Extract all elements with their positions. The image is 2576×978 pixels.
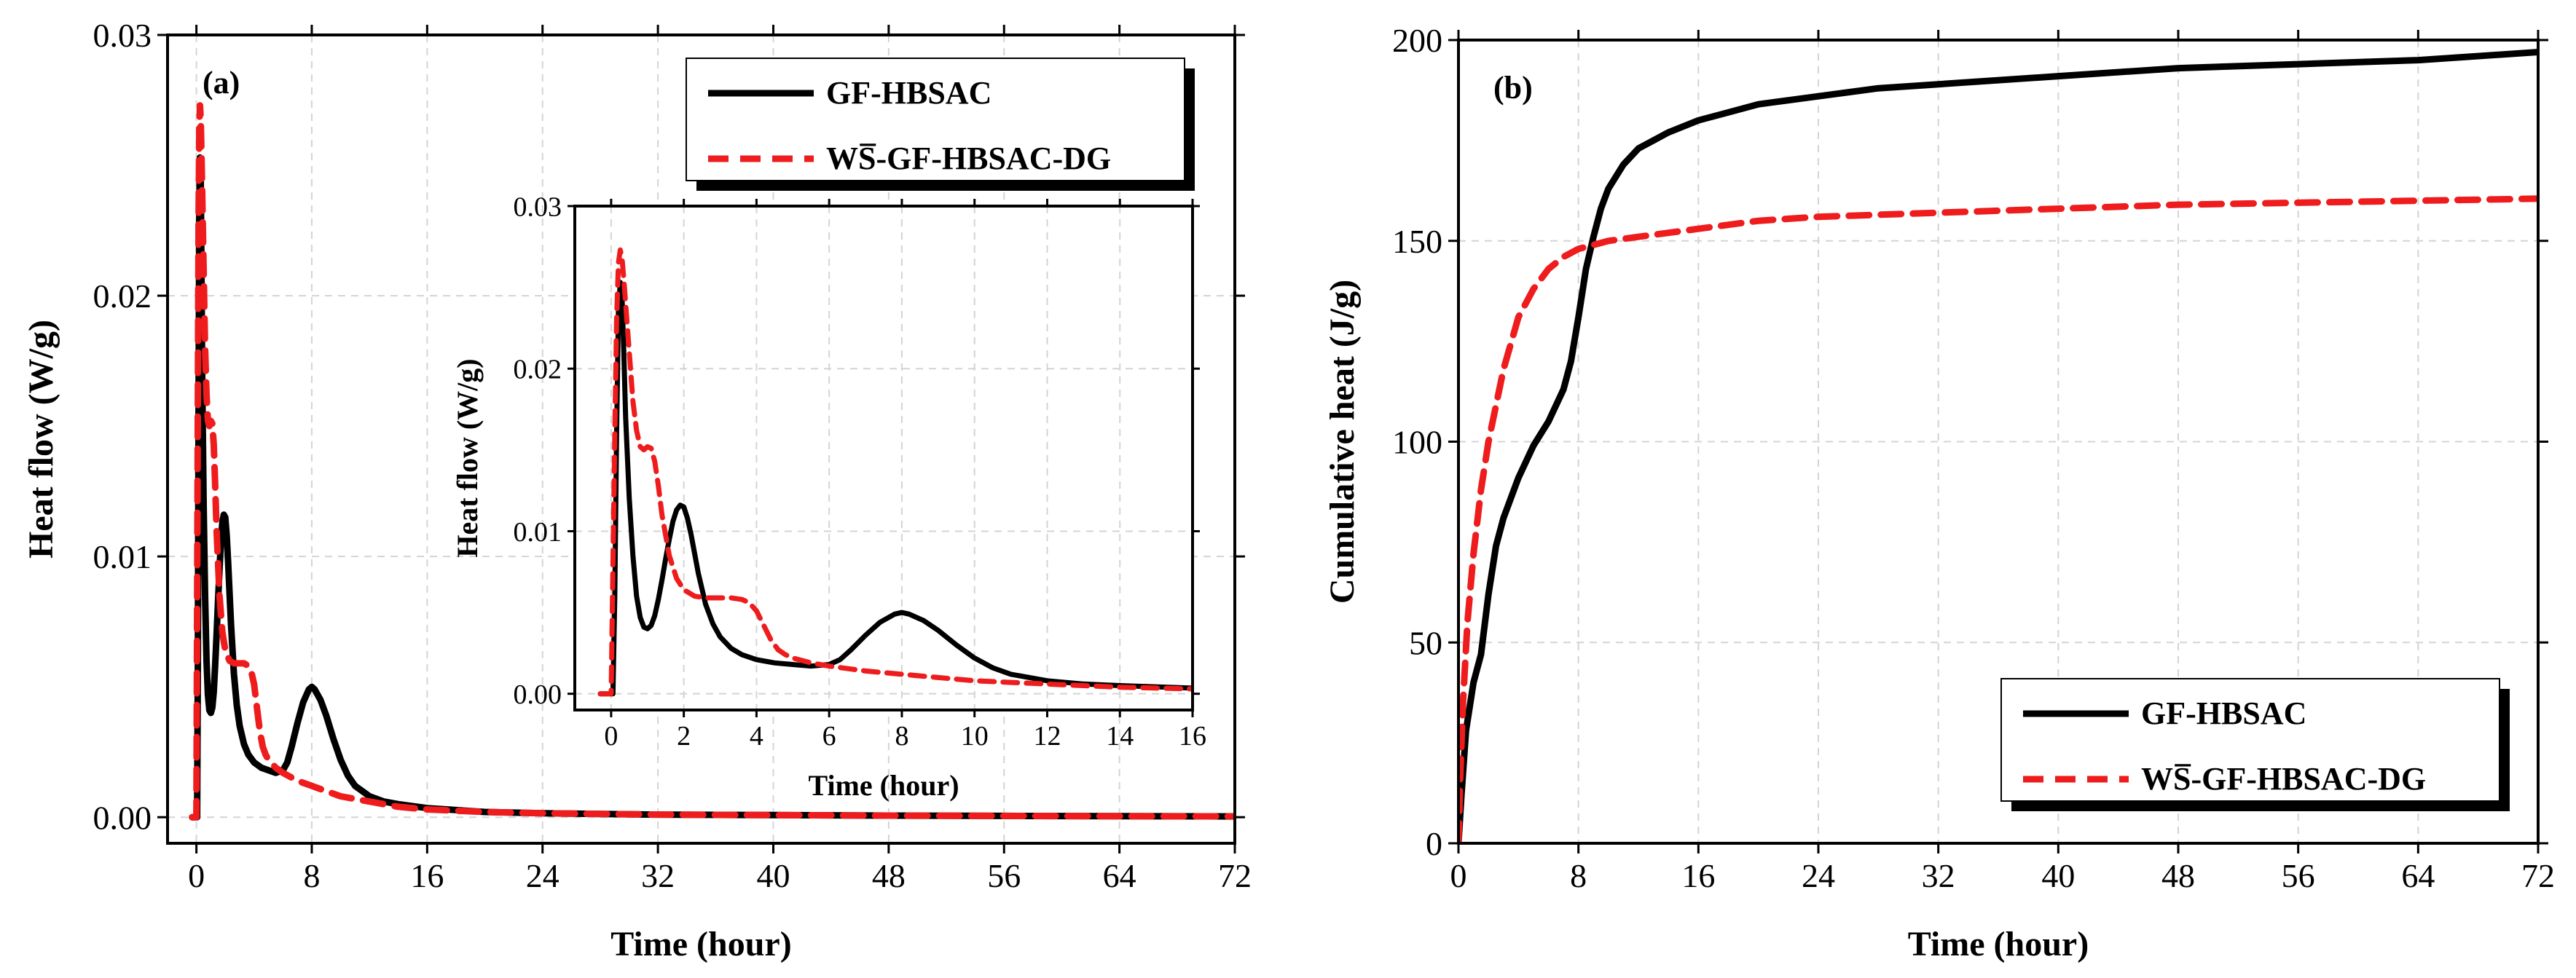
panel-a-series-ws-gf-hbsac-dg-line: [189, 102, 1235, 821]
inset-x-tick-label: 8: [895, 721, 908, 752]
inset-series-gf-hbsac-line: [597, 280, 1193, 697]
panel-b-x-tick-label: 64: [2401, 857, 2435, 894]
panel-a-x-tick-label: 40: [756, 857, 790, 894]
panel-b-x-tick-label: 24: [1802, 857, 1835, 894]
inset-x-axis-title: Time (hour): [808, 769, 959, 802]
panel-b-x-axis-title: Time (hour): [1908, 925, 2089, 963]
panel-b-legend-label-ws-gf-hbsac-dg: WS̅-GF-HBSAC-DG: [2141, 761, 2426, 797]
panel-a-series-gf-hbsac-line: [189, 154, 1235, 821]
inset-y-axis-title: Heat flow (W/g): [451, 358, 484, 557]
panel-a-inset-chart: 0 2 4 6 8 10 12 14 16 0.00 0.01 0.02 0.03 Time (hour)…: [451, 192, 1206, 802]
panel-a-x-tick-label: 32: [641, 857, 675, 894]
inset-plot-background: [575, 206, 1193, 710]
panel-b-x-tick-label: 8: [1570, 857, 1587, 894]
inset-series-ws-gf-hbsac-dg-line: [597, 247, 1193, 697]
panel-a-x-tick-label: 0: [188, 857, 205, 894]
panel-b-x-tick-label: 48: [2161, 857, 2195, 894]
panel-a-legend-label-ws-gf-hbsac-dg: WS̅-GF-HBSAC-DG: [826, 141, 1111, 176]
inset-y-tick-label: 0.02: [514, 355, 562, 385]
panel-a-y-tick-label: 0.00: [93, 799, 152, 836]
panel-b-y-axis-title: Cumulative heat (J/g): [1323, 280, 1362, 604]
inset-x-tick-label: 6: [822, 721, 836, 752]
panel-b-x-tick-label: 0: [1450, 857, 1467, 894]
panel-a-x-tick-label: 8: [303, 857, 320, 894]
panel-a-legend-label-gf-hbsac: GF-HBSAC: [826, 75, 991, 111]
inset-x-tick-label: 0: [604, 721, 618, 752]
panel-a-panel-label: (a): [203, 65, 240, 100]
panel-b-x-tick-label: 32: [1922, 857, 1955, 894]
panel-b-x-tick-label: 40: [2041, 857, 2075, 894]
inset-x-tick-label: 4: [750, 721, 763, 752]
panel-a-x-tick-label: 72: [1218, 857, 1252, 894]
panel-b-y-tick-label: 200: [1392, 22, 1442, 59]
panel-b-legend-box: [2000, 678, 2500, 802]
inset-y-tick-label: 0.03: [514, 192, 562, 222]
panel-a-legend-box: [686, 58, 1185, 181]
panel-b-x-tick-label: 72: [2521, 857, 2555, 894]
inset-y-tick-label: 0.00: [514, 679, 562, 710]
panel-b-panel-label: (b): [1493, 70, 1533, 106]
panel-a-x-tick-label: 64: [1103, 857, 1136, 894]
panel-b-legend-label-gf-hbsac: GF-HBSAC: [2141, 695, 2306, 731]
inset-y-tick-label: 0.01: [514, 517, 562, 548]
inset-x-tick-label: 14: [1106, 721, 1134, 752]
panel-a-plot-frame: [166, 33, 1236, 845]
panel-b-y-tick-label: 100: [1392, 424, 1442, 461]
panel-a-x-tick-label: 16: [410, 857, 444, 894]
panel-a-x-axis-title: Time (hour): [610, 925, 791, 963]
panel-a-y-tick-label: 0.01: [93, 538, 152, 575]
panel-b-y-tick-label: 50: [1409, 624, 1442, 661]
panel-a-y-tick-label: 0.02: [93, 277, 152, 315]
panel-b-x-tick-label: 56: [2282, 857, 2315, 894]
panel-b-y-tick-label: 150: [1392, 223, 1442, 260]
panel-a-x-tick-label: 56: [987, 857, 1021, 894]
inset-x-tick-label: 12: [1033, 721, 1061, 752]
panel-a-y-tick-label: 0.03: [93, 17, 152, 54]
panel-a-x-tick-label: 24: [526, 857, 559, 894]
panel-b-series-gf-hbsac-line: [1458, 49, 2538, 843]
panel-b-x-tick-label: 16: [1681, 857, 1715, 894]
panel-b-chart: 0 8 16 24 32 40 48 56 64 72 0 50 100 150 200 Time (hour…: [1323, 22, 2555, 963]
inset-x-tick-label: 16: [1179, 721, 1206, 752]
panel-a-y-axis-title: Heat flow (W/g): [22, 320, 60, 559]
panel-b-series-ws-gf-hbsac-dg-line: [1458, 195, 2538, 843]
inset-plot-frame: [573, 205, 1194, 711]
panel-a-x-tick-label: 48: [872, 857, 906, 894]
panel-b-y-tick-label: 0: [1426, 825, 1442, 862]
inset-x-tick-label: 2: [677, 721, 691, 752]
inset-x-tick-label: 10: [961, 721, 989, 752]
